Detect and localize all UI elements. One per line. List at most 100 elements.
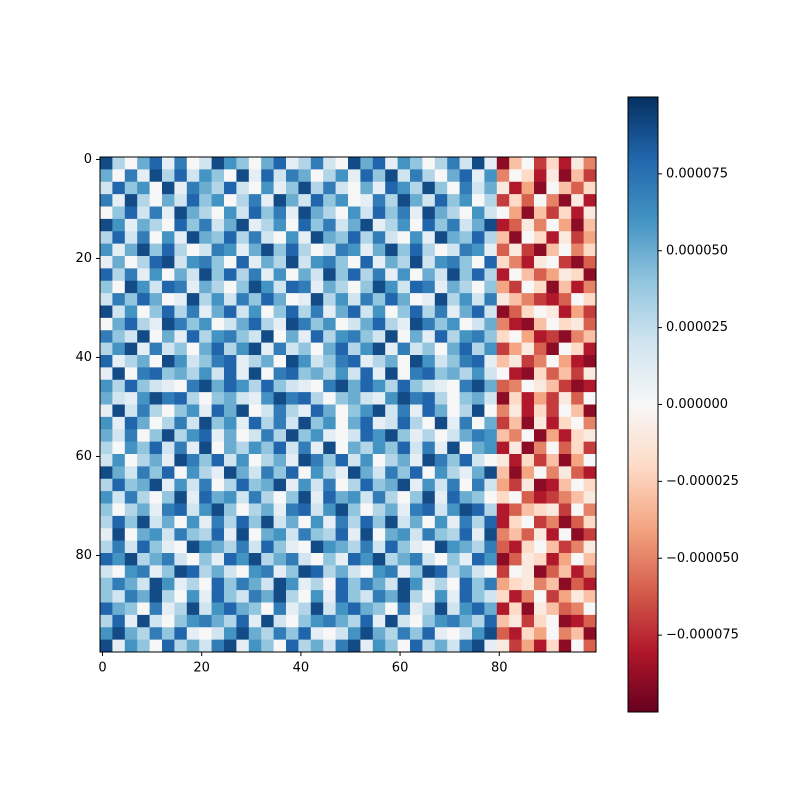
heatmap-cell — [571, 268, 584, 282]
heatmap-cell — [298, 491, 312, 504]
heatmap-cell — [534, 404, 547, 418]
heatmap-cell — [372, 218, 386, 232]
heatmap-cell — [310, 268, 324, 282]
heatmap-cell — [496, 627, 510, 641]
heatmap-cell — [410, 602, 423, 616]
heatmap-cell — [583, 478, 597, 492]
heatmap-cell — [558, 577, 572, 591]
heatmap-cell — [149, 206, 163, 220]
heatmap-cell — [261, 466, 274, 480]
heatmap-cell — [410, 639, 423, 653]
heatmap-cell — [323, 367, 336, 381]
heatmap-cell — [100, 256, 113, 269]
heatmap-cell — [410, 392, 423, 405]
heatmap-cell — [224, 206, 237, 220]
heatmap-cell — [335, 614, 349, 628]
heatmap-cell — [397, 293, 411, 306]
heatmap-cell — [558, 243, 572, 257]
heatmap-cell — [211, 590, 225, 603]
heatmap-cell — [571, 169, 584, 183]
heatmap-cell — [286, 614, 299, 628]
heatmap-cell — [496, 169, 510, 183]
heatmap-cell — [509, 243, 522, 257]
heatmap-cell — [348, 206, 361, 220]
heatmap-cell — [186, 206, 200, 220]
heatmap-cell — [496, 157, 510, 170]
heatmap-cell — [360, 355, 374, 368]
heatmap-cell — [571, 602, 584, 616]
colorbar-tick-label: 0.000000 — [666, 397, 728, 412]
heatmap-cell — [224, 330, 237, 344]
heatmap-cell — [323, 169, 336, 183]
heatmap-cell — [397, 553, 411, 566]
heatmap-cell — [261, 367, 274, 381]
heatmap-cell — [459, 429, 473, 443]
heatmap-cell — [236, 342, 250, 356]
heatmap-cell — [422, 540, 436, 554]
heatmap-cell — [571, 181, 584, 195]
heatmap-cell — [310, 528, 324, 542]
heatmap-cell — [484, 330, 498, 344]
heatmap-cell — [236, 515, 250, 529]
heatmap-cell — [360, 590, 374, 603]
heatmap-cell — [546, 256, 560, 269]
heatmap-cell — [186, 614, 200, 628]
heatmap-cell — [224, 181, 237, 195]
heatmap-cell — [286, 540, 299, 554]
heatmap-cell — [248, 317, 262, 331]
heatmap-cell — [583, 565, 597, 579]
heatmap-cell — [571, 441, 584, 455]
y-tick-label: 0 — [84, 152, 92, 167]
heatmap-cell — [174, 515, 188, 529]
heatmap-cell — [348, 157, 361, 170]
heatmap-cell — [484, 553, 498, 566]
heatmap-cell — [397, 614, 411, 628]
heatmap-cell — [546, 565, 560, 579]
heatmap-cell — [310, 627, 324, 641]
heatmap-cell — [484, 181, 498, 195]
heatmap-cell — [211, 342, 225, 356]
heatmap-cell — [546, 540, 560, 554]
heatmap-cell — [248, 491, 262, 504]
heatmap-cell — [273, 181, 287, 195]
heatmap-cell — [385, 614, 398, 628]
heatmap-cell — [149, 639, 163, 653]
heatmap-cell — [397, 454, 411, 467]
heatmap-cell — [509, 305, 522, 319]
heatmap-cell — [273, 577, 287, 591]
heatmap-cell — [509, 466, 522, 480]
heatmap-cell — [286, 206, 299, 220]
heatmap-cell — [484, 565, 498, 579]
heatmap-cell — [310, 218, 324, 232]
heatmap-cell — [149, 540, 163, 554]
heatmap-cell — [546, 367, 560, 381]
heatmap-cell — [162, 503, 175, 517]
heatmap-cell — [298, 590, 312, 603]
heatmap-cell — [447, 379, 460, 393]
heatmap-cell — [162, 194, 175, 207]
heatmap-cell — [583, 404, 597, 418]
heatmap-cell — [521, 317, 535, 331]
heatmap-cell — [558, 491, 572, 504]
heatmap-cell — [509, 441, 522, 455]
heatmap-cell — [298, 218, 312, 232]
heatmap-cell — [261, 268, 274, 282]
heatmap-cell — [323, 206, 336, 220]
heatmap-cell — [137, 478, 150, 492]
heatmap-cell — [149, 280, 163, 294]
heatmap-cell — [397, 565, 411, 579]
heatmap-cell — [112, 503, 126, 517]
heatmap-cell — [199, 466, 212, 480]
heatmap-cell — [100, 639, 113, 653]
heatmap-cell — [509, 194, 522, 207]
heatmap-cell — [273, 317, 287, 331]
heatmap-cell — [224, 392, 237, 405]
heatmap-cell — [434, 454, 448, 467]
heatmap-cell — [509, 218, 522, 232]
heatmap-cell — [298, 392, 312, 405]
heatmap-cell — [112, 280, 126, 294]
heatmap-cell — [472, 540, 485, 554]
heatmap-cell — [397, 404, 411, 418]
heatmap-cell — [372, 515, 386, 529]
heatmap-cell — [385, 392, 398, 405]
